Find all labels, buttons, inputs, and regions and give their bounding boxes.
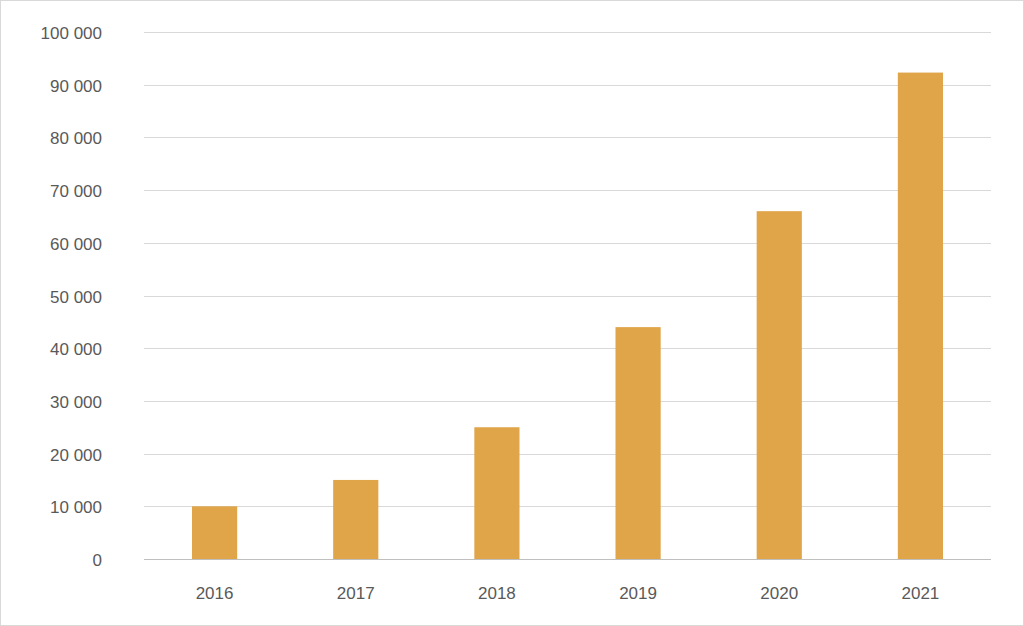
grid-line: [144, 32, 991, 33]
x-tick-labels: 2016 2017 2018 2019 2020 2021: [196, 584, 940, 603]
bars: [192, 73, 943, 559]
y-tick-label: 20 000: [50, 446, 102, 465]
bar: [333, 480, 378, 559]
bar: [898, 73, 943, 559]
x-axis-line: [144, 559, 991, 560]
bar: [474, 427, 519, 559]
x-tick-label: 2021: [902, 584, 940, 603]
chart-border: [1, 1, 1024, 626]
bar: [757, 211, 802, 559]
grid-line: [144, 137, 991, 138]
grid-line: [144, 296, 991, 297]
grid-line: [144, 559, 991, 560]
y-tick-label: 90 000: [50, 77, 102, 96]
y-tick-label: 0: [93, 551, 102, 570]
chart: 0 10 000 20 000 30 000 40 000 50 000 60 000 70 …: [0, 0, 1024, 626]
y-tick-label: 100 000: [41, 24, 102, 43]
grid: [144, 33, 991, 560]
y-tick-label: 70 000: [50, 182, 102, 201]
x-tick-label: 2016: [196, 584, 234, 603]
grid-line: [144, 506, 991, 507]
x-tick-label: 2018: [478, 584, 516, 603]
y-tick-labels: 0 10 000 20 000 30 000 40 000 50 000 60 000 70 …: [41, 24, 102, 570]
y-tick-label: 30 000: [50, 393, 102, 412]
x-tick-label: 2019: [619, 584, 657, 603]
y-tick-label: 40 000: [50, 340, 102, 359]
grid-line: [144, 454, 991, 455]
y-tick-label: 50 000: [50, 288, 102, 307]
y-tick-label: 60 000: [50, 235, 102, 254]
y-tick-label: 80 000: [50, 129, 102, 148]
grid-line: [144, 243, 991, 244]
bar: [615, 327, 660, 559]
bar: [192, 506, 237, 559]
grid-line: [144, 401, 991, 402]
grid-line: [144, 85, 991, 86]
page: {"chart_data": {"type": "bar", "categori…: [0, 0, 1024, 626]
grid-line: [144, 348, 991, 349]
x-tick-label: 2017: [337, 584, 375, 603]
x-tick-label: 2020: [760, 584, 798, 603]
grid-line: [144, 190, 991, 191]
y-tick-label: 10 000: [50, 498, 102, 517]
